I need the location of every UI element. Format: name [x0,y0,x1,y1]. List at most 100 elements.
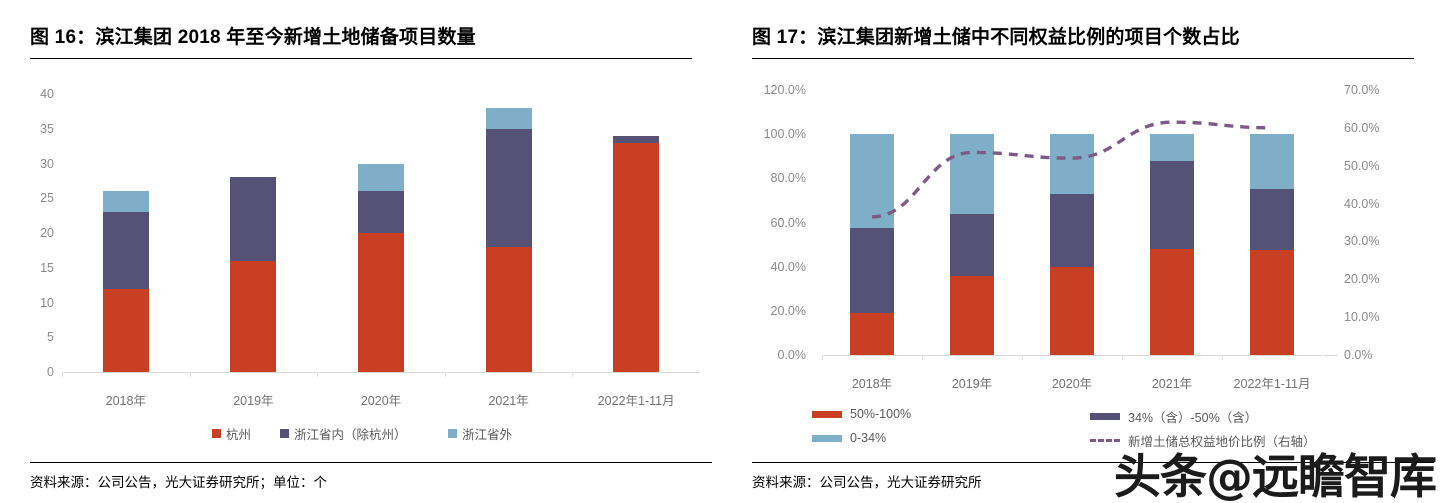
x-axis-category-label: 2021年 [1151,377,1193,391]
bar-segment-2 [358,191,404,233]
y-axis-tick-label: 15 [40,260,54,275]
y-axis-tick-label: 100.0% [763,127,806,142]
y-axis-tick-label: 20 [40,226,54,240]
y2-axis-tick-label: 60.0% [1344,120,1380,135]
bar-stack [1150,90,1194,355]
figure-16-source: 资料来源：公司公告，光大证券研究所；单位：个 [30,475,327,490]
x-axis-tick [922,355,923,360]
figure-17-source: 资料来源：公司公告，光大证券研究所 [752,475,982,490]
bar-stack [950,90,994,355]
y2-axis-tick-label: 50.0% [1344,158,1380,173]
figure-17-title: 图 17：滨江集团新增土储中不同权益比例的项目个数占比 [752,27,1240,48]
y-axis-tick-label: 10 [40,295,54,310]
x-axis-category-label: 2018年 [851,377,893,391]
bar-segment-2 [1050,193,1094,267]
bar-segment-1 [1150,249,1194,355]
y-axis-tick-label: 5 [47,330,54,345]
figure-17-plot-area: 0.0% 20.0% 40.0% 60.0% 80.0% 100.0% 120.0% 0.0%… [722,72,1444,452]
bar-stack [230,94,277,372]
y2-axis-tick-label: 10.0% [1344,310,1380,325]
bar-stack [102,94,149,372]
watermark: 头条@远瞻智库 [1114,450,1437,503]
bar-segment-2 [1250,189,1294,251]
y-axis-tick-label: 80.0% [770,171,806,186]
x-axis-tick [444,372,446,377]
legend-item-2[interactable]: 34%（含）-50%（含） [1090,407,1257,426]
legend-label: 浙江省内（除杭州） [294,428,407,442]
legend-label: 新增土储总权益地价比例（右轴） [1128,435,1316,449]
y2-axis-tick-label: 40.0% [1344,196,1380,211]
bar-segment-1 [850,313,894,355]
bar-segment-3 [1250,134,1294,190]
figure-17-panel: 图 17：滨江集团新增土储中不同权益比例的项目个数占比 0.0% 20.0% 40.… [722,0,1444,503]
bar-stack [358,94,404,372]
x-axis-tick [1222,355,1223,360]
y-axis-tick-label: 35 [40,121,54,136]
x-axis-line [62,372,700,373]
legend-item-3[interactable]: 0-34% [812,431,886,445]
y-axis-tick-label: 40 [40,87,54,101]
legend-label: 浙江省外 [462,428,513,442]
bar-segment-3 [102,191,149,213]
bar-segment-1 [1250,250,1294,355]
x-axis-tick [1022,355,1023,360]
y-axis-tick-label: 40.0% [770,259,806,274]
x-axis-tick [189,372,191,377]
bar-segment-3 [1050,134,1094,194]
legend-item-1[interactable]: 杭州 [212,424,251,443]
x-axis-category-label: 2022年1-11月 [597,394,675,408]
legend-dash-marker [1090,439,1120,442]
legend-swatch [212,429,221,438]
legend-item-4[interactable]: 新增土储总权益地价比例（右轴） [1090,431,1316,450]
legend-item-2[interactable]: 浙江省内（除杭州） [280,424,407,443]
legend-swatch [1090,413,1120,420]
bar-segment-2 [850,228,894,314]
bar-segment-3 [485,107,532,129]
bar-stack [485,94,532,372]
x-axis-tick [1122,355,1123,360]
x-axis-category-label: 2019年 [951,377,993,391]
bar-segment-3 [950,134,994,214]
bar-segment-2 [613,135,660,143]
x-axis-category-label: 2020年 [360,394,402,408]
legend-label: 杭州 [226,428,252,442]
y2-axis-tick-label: 70.0% [1344,83,1380,97]
y2-axis-tick-label: 0.0% [1344,348,1373,362]
legend-item-3[interactable]: 浙江省外 [448,424,512,443]
bar-segment-2 [230,177,277,261]
x-axis-category-label: 2019年 [233,394,274,408]
y-axis-tick-label: 120.0% [763,83,806,97]
y2-axis-base-tick [1324,355,1338,356]
figure-16-panel: 图 16：滨江集团 2018 年至今新增土地储备项目数量 0 5 10 15 20 25 3… [0,0,722,503]
y2-axis-tick-label: 20.0% [1344,272,1380,287]
figure-16-title: 图 16：滨江集团 2018 年至今新增土地储备项目数量 [30,27,476,48]
bar-segment-2 [485,128,532,247]
x-axis-category-label: 2018年 [105,394,146,408]
legend-label: 34%（含）-50%（含） [1128,411,1258,425]
y-axis-tick-label: 25 [40,191,54,206]
x-axis-tick [822,355,823,360]
legend-label: 0-34% [850,431,887,445]
bar-stack [1050,90,1094,355]
figure-16-footer-rule [30,462,712,463]
legend-swatch [812,434,842,442]
bar-segment-2 [1150,160,1194,249]
legend-item-1[interactable]: 50%-100% [812,407,911,421]
y-axis-tick-label: 20.0% [770,303,806,318]
legend-label: 50%-100% [850,407,912,421]
figure-17-title-rule [752,58,1414,59]
bar-segment-1 [1050,266,1094,355]
bar-segment-1 [950,275,994,355]
bar-segment-1 [613,142,660,372]
bar-stack [850,90,894,355]
figure-16-title-rule [30,58,692,59]
bar-segment-1 [358,233,404,372]
x-axis-category-label: 2021年 [488,394,529,408]
bar-segment-1 [102,288,149,372]
bar-segment-3 [1150,134,1194,161]
x-axis-tick [572,372,574,377]
bar-segment-2 [950,213,994,276]
x-axis-tick [317,372,319,377]
x-axis-category-label: 2022年1-11月 [1233,377,1311,391]
